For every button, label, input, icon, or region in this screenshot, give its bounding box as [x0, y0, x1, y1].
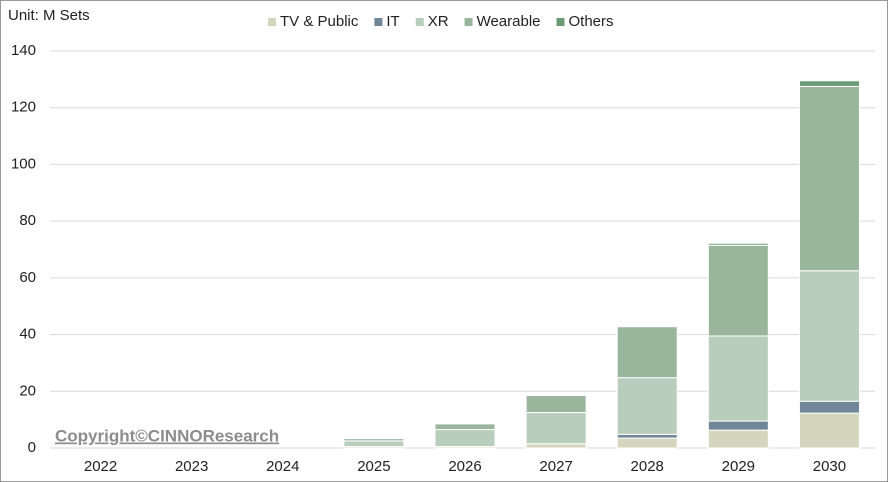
legend-swatch [415, 18, 424, 26]
watermark: Copyright©CINNOResearch [55, 426, 279, 445]
legend-swatch [268, 18, 276, 26]
bar-segment [798, 400, 860, 414]
x-tick-label: 2027 [539, 458, 572, 475]
unit-label: Unit: M Sets [8, 7, 90, 24]
bar-segment [343, 438, 405, 442]
bar-segment [616, 377, 678, 435]
bar-segment [707, 244, 769, 337]
bar-segment [525, 395, 587, 414]
bar-segment [616, 437, 678, 449]
bar-segment [798, 270, 860, 402]
bar-segment [707, 429, 769, 449]
legend-swatch [464, 18, 473, 26]
bar-segment [525, 412, 587, 445]
legend-swatch [374, 18, 383, 26]
bar-segment [798, 80, 860, 87]
x-tick-label: 2023 [175, 458, 208, 475]
bar-segment [707, 420, 769, 431]
bar-segment [525, 443, 587, 449]
y-tick-label: 0 [28, 439, 36, 456]
legend-label: Wearable [477, 13, 541, 30]
bar-segment [707, 242, 769, 246]
y-tick-label: 80 [19, 212, 36, 229]
plot-area: 0 20 40 60 80 100 120 140 2022 2023 2024 2025 2026 20… [11, 42, 875, 475]
x-tick-label: 2022 [84, 458, 117, 475]
y-tick-label: 140 [11, 42, 36, 59]
legend-swatch [556, 18, 565, 26]
bar-segment [434, 429, 496, 448]
x-tick-label: 2024 [266, 458, 299, 475]
x-tick-label: 2026 [448, 458, 481, 475]
x-tick-label: 2030 [813, 458, 846, 475]
legend-label: IT [386, 13, 399, 30]
y-tick-label: 100 [11, 155, 36, 172]
x-tick-label: 2029 [722, 458, 755, 475]
bar-segment [798, 85, 860, 272]
y-tick-label: 60 [19, 269, 36, 286]
y-tick-label: 120 [11, 99, 36, 116]
legend-label: TV & Public [280, 13, 359, 30]
bar-segment [616, 326, 678, 379]
legend-label: Others [569, 13, 614, 30]
y-tick-label: 40 [19, 326, 36, 343]
legend-label: XR [428, 13, 449, 30]
bar-segment [616, 433, 678, 439]
legend: TV & Public IT XR Wearable Others [268, 13, 614, 30]
x-tick-label: 2025 [357, 458, 390, 475]
y-tick-label: 20 [19, 382, 36, 399]
x-tick-label: 2028 [631, 458, 664, 475]
bar-segment [616, 325, 678, 328]
bar-segment [434, 423, 496, 431]
bar-segment [798, 412, 860, 449]
bar-segment [343, 440, 405, 448]
bar-segment [707, 335, 769, 422]
